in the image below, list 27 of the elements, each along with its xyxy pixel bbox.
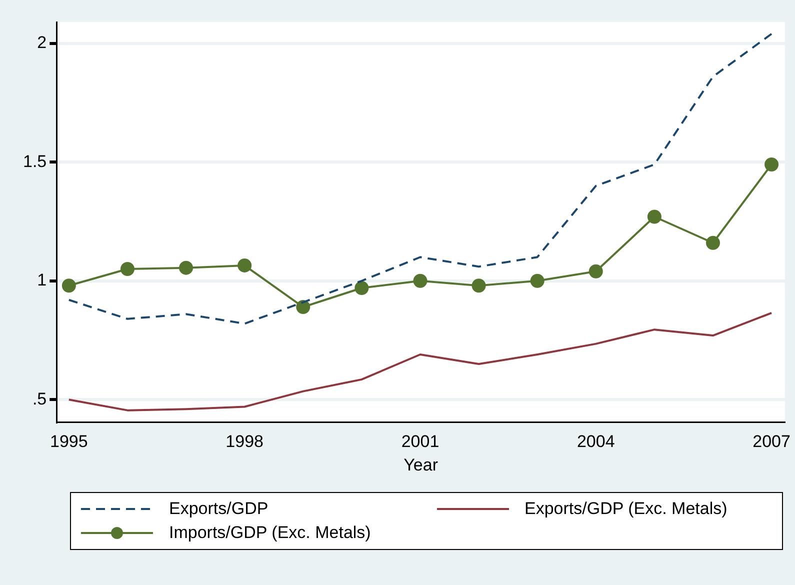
point [706,236,720,250]
point [354,281,369,296]
legend-label: Exports/GDP [169,499,268,519]
point [62,278,76,293]
x-tick-label: 2001 [401,432,440,452]
point [472,278,486,293]
y-tick-label: 1 [37,270,47,290]
point [764,158,779,172]
x-tick-label: 1995 [50,432,88,452]
x-axis-title: Year [404,455,438,474]
point [588,264,603,278]
x-tick-label: 2007 [752,432,790,452]
point [413,274,428,288]
point [647,210,662,224]
y-tick-label: .5 [32,389,47,408]
point [120,262,134,276]
y-tick-label: 2 [37,33,47,52]
legend-label: Exports/GDP (Exc. Metals) [524,499,728,519]
point [296,300,310,314]
legend-label: Imports/GDP (Exc. Metals) [169,523,371,543]
y-tick-label: 1.5 [22,152,47,171]
point [530,274,544,288]
point [238,258,252,272]
x-tick-label: 1998 [226,432,264,452]
x-tick-label: 2004 [576,432,615,452]
line-series [68,32,773,325]
point [179,260,194,275]
